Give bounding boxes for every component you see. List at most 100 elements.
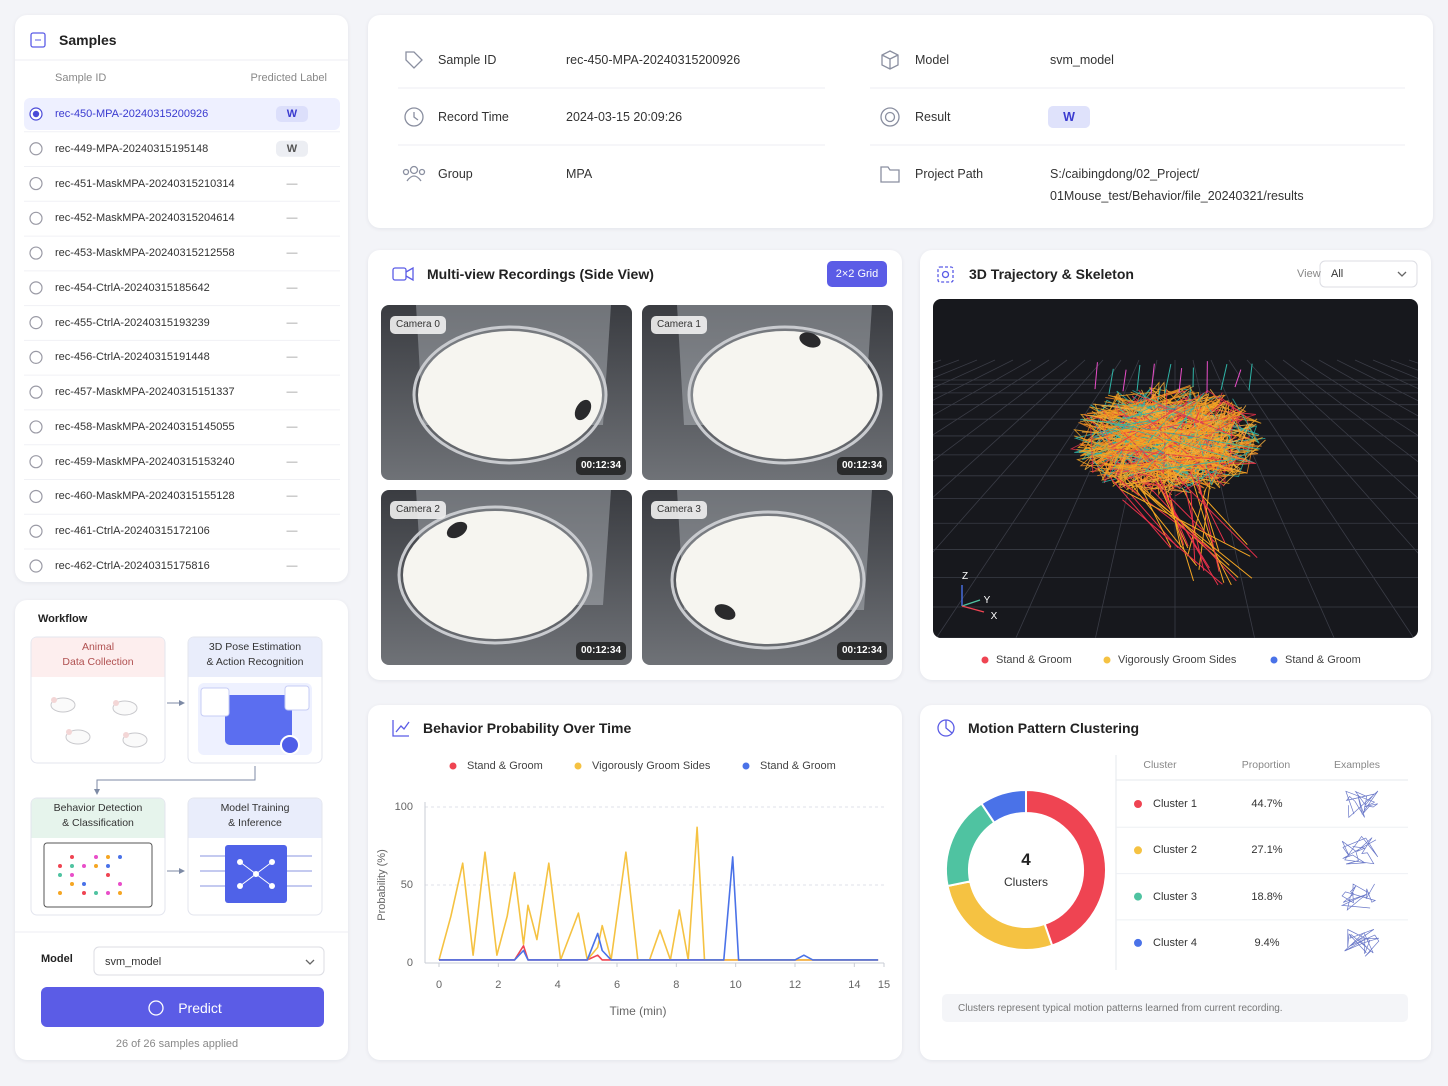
mouse-icon bbox=[50, 697, 76, 713]
camera-view[interactable] bbox=[381, 490, 632, 665]
legend-label: Stand & Groom bbox=[996, 654, 1072, 666]
cluster-proportion: 27.1% bbox=[1251, 844, 1283, 857]
layout-button-label[interactable]: 2×2 Grid bbox=[835, 268, 879, 280]
step-title: Animal Data Collection bbox=[62, 641, 134, 668]
edge bbox=[239, 873, 257, 887]
donut-slice bbox=[1025, 788, 1107, 947]
cluster-name: Cluster 1 bbox=[1153, 798, 1198, 810]
view-select[interactable] bbox=[1319, 260, 1418, 288]
button-icon bbox=[148, 1000, 164, 1016]
step-title: Behavior Detection & Classification bbox=[53, 802, 143, 829]
predict-label[interactable]: Predict bbox=[178, 1000, 222, 1016]
step-header bbox=[31, 798, 165, 838]
arena-rim bbox=[687, 325, 883, 465]
trajectory-line bbox=[1090, 397, 1188, 474]
predict-button[interactable] bbox=[41, 987, 324, 1027]
predicted-label: — bbox=[286, 420, 298, 433]
sample-id[interactable]: rec-462-CtrlA-20240315175816 bbox=[55, 560, 210, 572]
radio[interactable] bbox=[29, 281, 43, 295]
radio[interactable] bbox=[29, 385, 43, 399]
skeleton bbox=[1248, 363, 1253, 391]
radio[interactable] bbox=[29, 489, 43, 504]
predicted-label: — bbox=[286, 560, 298, 572]
example-trace[interactable] bbox=[1345, 790, 1379, 819]
camera-pill bbox=[390, 501, 446, 519]
arena-floor bbox=[418, 331, 602, 459]
sample-id[interactable]: rec-452-MaskMPA-20240315204614 bbox=[55, 212, 235, 225]
floor-grid bbox=[933, 359, 1104, 638]
sample-id[interactable]: rec-453-MaskMPA-20240315212558 bbox=[55, 247, 235, 260]
arrow bbox=[94, 766, 256, 795]
donut-slice bbox=[980, 788, 1027, 825]
sample-id[interactable]: rec-451-MaskMPA-20240315210314 bbox=[55, 177, 235, 190]
time-pill bbox=[837, 642, 887, 660]
edge bbox=[255, 873, 273, 887]
dot bbox=[70, 855, 74, 859]
sample-id[interactable]: rec-459-MaskMPA-20240315153240 bbox=[55, 455, 235, 468]
floor-grid bbox=[1318, 359, 1418, 638]
sample-id[interactable]: rec-449-MPA-20240315195148 bbox=[55, 142, 209, 155]
camera-view[interactable] bbox=[642, 305, 893, 480]
trajectory-line bbox=[1080, 407, 1178, 465]
legend-label: Stand & Groom bbox=[467, 760, 543, 772]
camera-time: 00:12:34 bbox=[841, 460, 883, 471]
trajectory-view[interactable] bbox=[55, 299, 1448, 640]
sample-id[interactable]: rec-460-MaskMPA-20240315155128 bbox=[55, 490, 235, 503]
radio[interactable] bbox=[29, 142, 43, 156]
illustration bbox=[43, 842, 153, 908]
series-line bbox=[439, 856, 879, 961]
radio[interactable] bbox=[29, 455, 43, 469]
step-title: Model Training & Inference bbox=[220, 802, 290, 829]
sample-id[interactable]: rec-457-MaskMPA-20240315151337 bbox=[55, 386, 235, 399]
dot bbox=[106, 891, 110, 895]
field-label: Result bbox=[915, 110, 951, 124]
trajectory-line bbox=[1105, 392, 1261, 472]
example-trace[interactable] bbox=[1340, 883, 1377, 911]
dot bbox=[106, 855, 110, 859]
sample-id[interactable]: rec-456-CtrlA-20240315191448 bbox=[55, 351, 210, 364]
example-trace[interactable] bbox=[1344, 928, 1380, 957]
layout-button[interactable] bbox=[827, 261, 887, 287]
sample-id[interactable]: rec-458-MaskMPA-20240315145055 bbox=[55, 420, 235, 433]
y-tick-label: 50 bbox=[400, 879, 413, 891]
series-line bbox=[438, 826, 879, 961]
radio[interactable] bbox=[29, 316, 43, 330]
cluster-proportion: 18.8% bbox=[1251, 890, 1283, 903]
trajectory-line bbox=[1115, 476, 1212, 551]
camera-view[interactable] bbox=[642, 490, 893, 665]
radio[interactable] bbox=[29, 211, 43, 225]
predicted-label: — bbox=[286, 177, 298, 190]
field-value: 2024-03-15 20:09:26 bbox=[566, 110, 683, 124]
predicted-label: — bbox=[286, 351, 298, 364]
behavior-chart-panel bbox=[368, 705, 902, 1060]
example-trace[interactable] bbox=[1341, 835, 1379, 865]
info-panel bbox=[368, 15, 1433, 228]
sample-id[interactable]: rec-450-MPA-20240315200926 bbox=[55, 108, 209, 120]
sample-id[interactable]: rec-454-CtrlA-20240315185642 bbox=[55, 281, 210, 294]
dot bbox=[70, 864, 74, 868]
trajectory-line bbox=[1191, 477, 1225, 583]
camera-view[interactable] bbox=[381, 305, 632, 480]
dot bbox=[82, 864, 86, 868]
sample-id[interactable]: rec-455-CtrlA-20240315193239 bbox=[55, 316, 210, 329]
trajectory-line bbox=[1185, 491, 1205, 572]
trajectory-line bbox=[1190, 492, 1196, 564]
model-select[interactable] bbox=[93, 946, 325, 976]
legend-label: Vigorously Groom Sides bbox=[592, 760, 711, 772]
icon bbox=[418, 168, 426, 176]
radio[interactable] bbox=[29, 524, 43, 538]
illustration bbox=[280, 735, 300, 755]
radio[interactable] bbox=[29, 559, 43, 573]
floor-grid bbox=[933, 359, 1068, 638]
radio[interactable] bbox=[29, 350, 43, 364]
y-axis-label: Probability (%) bbox=[376, 849, 388, 921]
model-label: Model bbox=[41, 953, 73, 965]
floor-grid bbox=[933, 359, 1050, 638]
radio[interactable] bbox=[29, 176, 43, 191]
radio[interactable] bbox=[29, 420, 43, 434]
trajectory-line bbox=[1181, 487, 1232, 586]
radio[interactable] bbox=[29, 246, 43, 260]
time-pill bbox=[837, 457, 887, 475]
sample-id[interactable]: rec-461-CtrlA-20240315172106 bbox=[55, 525, 210, 538]
column-header: Predicted Label bbox=[250, 72, 327, 84]
